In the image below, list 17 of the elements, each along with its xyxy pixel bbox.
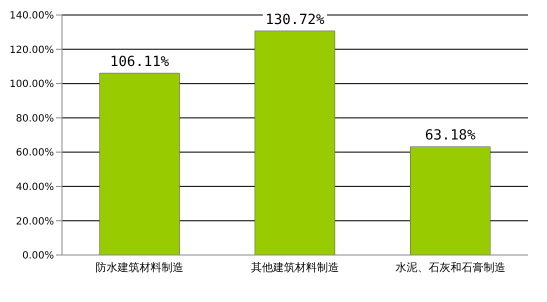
data-label: 130.72% bbox=[265, 12, 325, 28]
y-tick-label: 140.00% bbox=[10, 10, 54, 22]
bar bbox=[99, 72, 180, 255]
bar bbox=[254, 30, 336, 255]
y-tick-label: 100.00% bbox=[10, 79, 54, 90]
y-tick-label: 120.00% bbox=[10, 44, 54, 56]
data-label: 63.18% bbox=[424, 128, 476, 144]
y-tick-label: 20.00% bbox=[16, 216, 54, 228]
x-tick-label: 水泥、石灰和石膏制造 bbox=[395, 260, 506, 274]
y-tick-label: 40.00% bbox=[16, 182, 54, 193]
y-tick-label: 80.00% bbox=[16, 113, 54, 124]
bar bbox=[410, 146, 490, 255]
x-tick-label: 其他建筑材料制造 bbox=[251, 260, 339, 274]
data-label: 106.11% bbox=[110, 54, 170, 70]
x-tick-label: 防水建筑材料制造 bbox=[96, 260, 184, 274]
y-tick-label: 0.00% bbox=[22, 250, 54, 262]
y-tick-label: 60.00% bbox=[16, 148, 54, 159]
